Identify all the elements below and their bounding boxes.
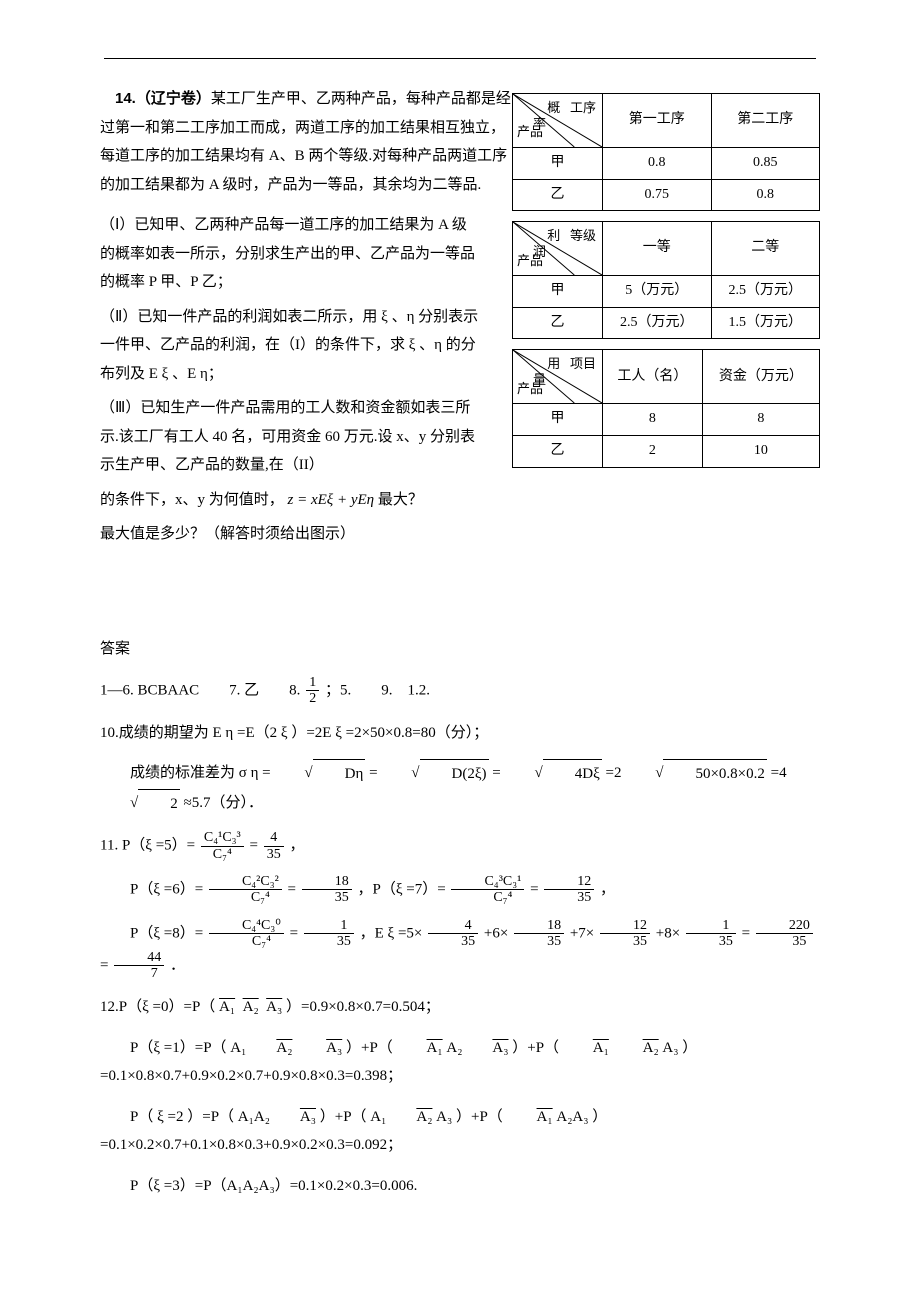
answer-11-p5: 11. P（ξ =5）= C₄¹C₃³C₇⁴ = 435 ， bbox=[100, 830, 820, 862]
t1-r1-c1: 0.8 bbox=[603, 148, 712, 180]
t3-diag-bot: 产品 bbox=[517, 377, 543, 402]
table-3-resource: 用 项目 量 产品 工人（名） 资金（万元） 甲 8 8 乙 2 10 bbox=[512, 349, 820, 467]
frac-p5: 435 bbox=[264, 830, 284, 862]
answer-12-l2: P（ ξ =2 ）=P（ A₁A₂A₃ ）+P（ A₁A₂ A₃ ）+P（ A₁… bbox=[100, 1103, 820, 1160]
problem-part3e: 最大值是多少？（解答时须给出图示） bbox=[100, 520, 480, 549]
answer-12-l3: P（ξ =3）=P（A₁A₂A₃）=0.1×0.2×0.3=0.006. bbox=[100, 1172, 820, 1201]
t3-diag-left: 用 bbox=[547, 356, 560, 371]
t3-diag-top: 项目 bbox=[570, 356, 596, 371]
p3d: 最大？ bbox=[378, 492, 423, 508]
sqrt-2: D(2ξ) bbox=[381, 759, 488, 789]
problem-part3a: （Ⅲ）已知生产一件产品需用的工人数和资金额如表三所示.该工厂有工人 40 名，可… bbox=[100, 394, 480, 480]
frac-sum: 22035 bbox=[756, 918, 813, 950]
t3-r2-label: 乙 bbox=[513, 435, 603, 467]
t3-r1-label: 甲 bbox=[513, 404, 603, 436]
t1-r2-c2: 0.8 bbox=[711, 179, 820, 211]
a1-bar: A₁ bbox=[219, 993, 235, 1022]
p3c: z = xEξ + yEη bbox=[288, 492, 375, 508]
frac-res: 447 bbox=[114, 950, 164, 982]
frac-half: 12 bbox=[306, 675, 319, 707]
problem-number: 14. bbox=[115, 90, 136, 107]
t1-r1-label: 甲 bbox=[513, 148, 603, 180]
a10b-post: ≈5.7（分）． bbox=[183, 795, 262, 811]
sqrt-3: 4Dξ bbox=[505, 759, 602, 789]
t2-r2-label: 乙 bbox=[513, 307, 603, 339]
problem-part2: （Ⅱ）已知一件产品的利润如表二所示，用 ξ 、η 分别表示一件甲、乙产品的利润，… bbox=[100, 303, 480, 389]
comb-p7: C₄³C₃¹C₇⁴ bbox=[451, 874, 524, 906]
tables-column: 概 工序 率 产品 第一工序 第二工序 甲 0.8 0.85 乙 0.75 0.… bbox=[512, 93, 820, 478]
table2-diag-header: 利 等级 润 产品 bbox=[513, 222, 603, 276]
problem-part1: （Ⅰ）已知甲、乙两种产品每一道工序的加工结果为 A 级的概率如表一所示，分别求生… bbox=[100, 211, 480, 297]
t2-h1: 一等 bbox=[603, 222, 712, 276]
table3-diag-header: 用 项目 量 产品 bbox=[513, 350, 603, 404]
t2-h2: 二等 bbox=[711, 222, 820, 276]
answer-12-l1: P（ξ =1）=P（ A₁A₂ A₃ ）+P（ A₁ A₂A₃ ）+P（ A₁ … bbox=[100, 1034, 820, 1091]
t2-r2-c2: 1.5（万元） bbox=[711, 307, 820, 339]
a2-bar: A₂ bbox=[243, 993, 259, 1022]
t2-r1-c1: 5（万元） bbox=[603, 276, 712, 308]
t1-h1: 第一工序 bbox=[603, 94, 712, 148]
page-content: 概 工序 率 产品 第一工序 第二工序 甲 0.8 0.85 乙 0.75 0.… bbox=[100, 85, 820, 1200]
answer-12-l0: 12.P（ξ =0）=P（ A₁ A₂ A₃ ）=0.9×0.8×0.7=0.5… bbox=[100, 993, 820, 1022]
t2-r1-c2: 2.5（万元） bbox=[711, 276, 820, 308]
comb-p6: C₄²C₃²C₇⁴ bbox=[209, 874, 282, 906]
comb-p8: C₄⁴C₃⁰C₇⁴ bbox=[209, 918, 284, 950]
problem-body: （Ⅰ）已知甲、乙两种产品每一道工序的加工结果为 A 级的概率如表一所示，分别求生… bbox=[100, 205, 480, 555]
t1-diag-top: 工序 bbox=[570, 100, 596, 115]
p3b: 的条件下，x、y 为何值时， bbox=[100, 492, 284, 508]
answer-1-9: 1—6. BCBAAC 7. 乙 8. 12 ；5. 9. 1.2. bbox=[100, 675, 820, 707]
problem-source: （辽宁卷） bbox=[136, 90, 211, 107]
frac-p6: 1835 bbox=[302, 874, 352, 906]
sqrt-5: 2 bbox=[100, 789, 180, 819]
t1-r2-label: 乙 bbox=[513, 179, 603, 211]
ans1-pre: 1—6. BCBAAC 7. 乙 8. bbox=[100, 682, 304, 698]
t3-r2-c1: 2 bbox=[603, 435, 703, 467]
table-1-probability: 概 工序 率 产品 第一工序 第二工序 甲 0.8 0.85 乙 0.75 0.… bbox=[512, 93, 820, 211]
page-top-rule bbox=[104, 55, 816, 59]
answer-11-p6p7: P（ξ =6）= C₄²C₃²C₇⁴ = 1835 ，P（ξ =7）= C₄³C… bbox=[100, 874, 820, 906]
frac-p8: 135 bbox=[304, 918, 354, 950]
t3-r2-c2: 10 bbox=[702, 435, 819, 467]
answer-10b: 成绩的标准差为 σ η = Dη = D(2ξ) = 4Dξ =2 50×0.8… bbox=[100, 759, 820, 818]
comb-p5: C₄¹C₃³C₇⁴ bbox=[201, 830, 244, 862]
t1-diag-left: 概 bbox=[547, 100, 560, 115]
t3-h1: 工人（名） bbox=[603, 350, 703, 404]
t2-diag-bot: 产品 bbox=[517, 249, 543, 274]
t2-diag-top: 等级 bbox=[570, 228, 596, 243]
frac-p7: 1235 bbox=[544, 874, 594, 906]
t3-r1-c2: 8 bbox=[702, 404, 819, 436]
table1-diag-header: 概 工序 率 产品 bbox=[513, 94, 603, 148]
answers-heading: 答案 bbox=[100, 635, 820, 664]
t2-diag-left: 利 bbox=[547, 228, 560, 243]
a3-bar: A₃ bbox=[266, 993, 282, 1022]
t3-h2: 资金（万元） bbox=[702, 350, 819, 404]
t2-r2-c1: 2.5（万元） bbox=[603, 307, 712, 339]
answer-10a: 10.成绩的期望为 E η =E（2 ξ ）=2E ξ =2×50×0.8=80… bbox=[100, 719, 820, 748]
t1-r1-c2: 0.85 bbox=[711, 148, 820, 180]
t2-r1-label: 甲 bbox=[513, 276, 603, 308]
t3-r1-c1: 8 bbox=[603, 404, 703, 436]
a10b-pre: 成绩的标准差为 σ η = bbox=[130, 765, 271, 781]
table-2-profit: 利 等级 润 产品 一等 二等 甲 5（万元） 2.5（万元） 乙 2.5（万元… bbox=[512, 221, 820, 339]
problem-part3bcd: 的条件下，x、y 为何值时， z = xEξ + yEη 最大？ bbox=[100, 486, 480, 515]
sqrt-4: 50×0.8×0.2 bbox=[625, 759, 767, 789]
t1-diag-bot: 产品 bbox=[517, 120, 543, 145]
t1-h2: 第二工序 bbox=[711, 94, 820, 148]
sqrt-1: Dη bbox=[274, 759, 365, 789]
t1-r2-c1: 0.75 bbox=[603, 179, 712, 211]
answers-section: 答案 1—6. BCBAAC 7. 乙 8. 12 ；5. 9. 1.2. 10… bbox=[100, 635, 820, 1201]
ans1-post: ；5. 9. 1.2. bbox=[325, 682, 430, 698]
answer-11-p8-e: P（ξ =8）= C₄⁴C₃⁰C₇⁴ = 135 ，E ξ =5× 435 +6… bbox=[100, 918, 820, 982]
